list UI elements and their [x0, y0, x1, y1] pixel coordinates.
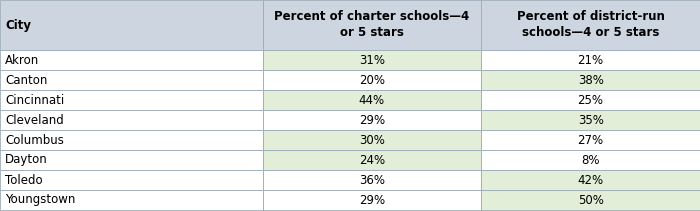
Text: 44%: 44%	[359, 93, 385, 107]
Text: 31%: 31%	[359, 54, 385, 66]
Bar	[482, 150, 700, 170]
Bar	[482, 130, 700, 150]
Text: 42%: 42%	[578, 173, 603, 187]
Bar	[0, 110, 262, 130]
Text: Dayton: Dayton	[5, 153, 48, 166]
Bar	[482, 190, 700, 210]
Bar	[482, 50, 700, 70]
Bar	[262, 150, 482, 170]
Text: Canton: Canton	[5, 73, 48, 87]
Text: Cleveland: Cleveland	[5, 114, 64, 127]
Text: 27%: 27%	[578, 134, 603, 146]
Bar	[262, 110, 482, 130]
Text: 8%: 8%	[582, 153, 600, 166]
Text: 35%: 35%	[578, 114, 603, 127]
Text: 30%: 30%	[359, 134, 385, 146]
Bar	[482, 110, 700, 130]
Text: 36%: 36%	[359, 173, 385, 187]
Text: 21%: 21%	[578, 54, 603, 66]
Text: 50%: 50%	[578, 193, 603, 207]
Bar	[262, 190, 482, 210]
Bar	[0, 50, 262, 70]
Text: City: City	[5, 19, 31, 31]
Text: Toledo: Toledo	[5, 173, 43, 187]
Bar	[262, 0, 482, 50]
Text: 25%: 25%	[578, 93, 603, 107]
Text: Percent of charter schools—4
or 5 stars: Percent of charter schools—4 or 5 stars	[274, 11, 470, 39]
Text: 29%: 29%	[359, 193, 385, 207]
Text: Columbus: Columbus	[5, 134, 64, 146]
Bar	[0, 0, 262, 50]
Bar	[262, 70, 482, 90]
Bar	[0, 130, 262, 150]
Bar	[262, 90, 482, 110]
Bar	[482, 90, 700, 110]
Text: Youngstown: Youngstown	[5, 193, 76, 207]
Bar	[0, 150, 262, 170]
Text: Cincinnati: Cincinnati	[5, 93, 64, 107]
Text: Percent of district-run
schools—4 or 5 stars: Percent of district-run schools—4 or 5 s…	[517, 11, 664, 39]
Text: 38%: 38%	[578, 73, 603, 87]
Bar	[482, 70, 700, 90]
Bar	[262, 170, 482, 190]
Bar	[482, 0, 700, 50]
Text: 29%: 29%	[359, 114, 385, 127]
Text: Akron: Akron	[5, 54, 39, 66]
Bar	[482, 170, 700, 190]
Bar	[262, 130, 482, 150]
Text: 24%: 24%	[359, 153, 385, 166]
Bar	[0, 90, 262, 110]
Bar	[262, 50, 482, 70]
Bar	[0, 190, 262, 210]
Bar	[0, 170, 262, 190]
Text: 20%: 20%	[359, 73, 385, 87]
Bar	[0, 70, 262, 90]
